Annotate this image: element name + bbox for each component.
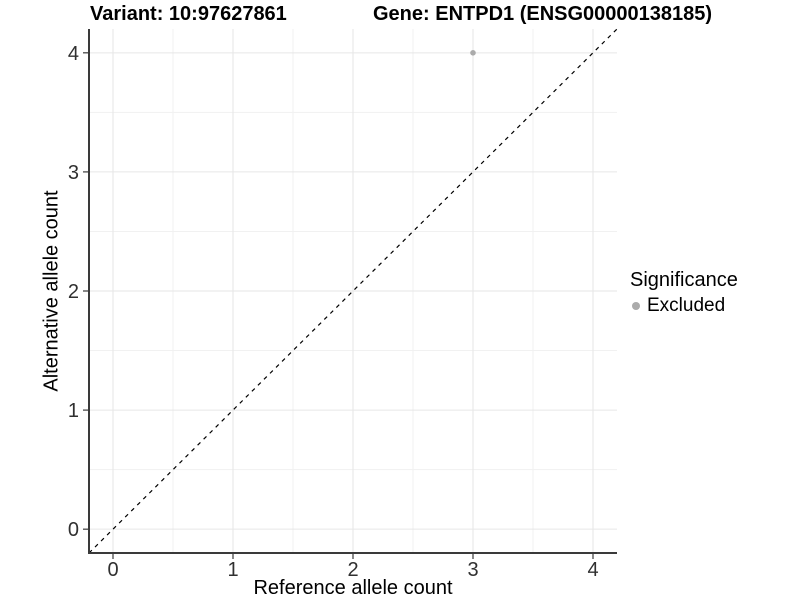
legend-point-icon: [632, 301, 640, 310]
plot-title-gene: Gene: ENTPD1 (ENSG00000138185): [373, 3, 713, 25]
data-point: [470, 50, 476, 56]
legend-title: Significance: [630, 269, 738, 291]
y-tick-label: 0: [68, 519, 79, 541]
legend: Significance Excluded: [630, 269, 738, 315]
y-tick-label: 3: [68, 162, 79, 184]
plot-title-variant: Variant: 10:97627861: [90, 3, 287, 25]
x-tick-label: 1: [227, 559, 238, 581]
y-tick-label: 4: [68, 43, 79, 65]
x-tick-label: 4: [587, 559, 598, 581]
legend-item: Excluded: [630, 296, 738, 315]
x-axis-label: Reference allele count: [253, 577, 453, 599]
y-tick-label: 2: [68, 281, 79, 303]
x-tick-label: 0: [107, 559, 118, 581]
y-tick-label: 1: [68, 400, 79, 422]
x-tick-label: 3: [467, 559, 478, 581]
x-tick-label: 2: [347, 559, 358, 581]
legend-item-label: Excluded: [647, 295, 726, 316]
